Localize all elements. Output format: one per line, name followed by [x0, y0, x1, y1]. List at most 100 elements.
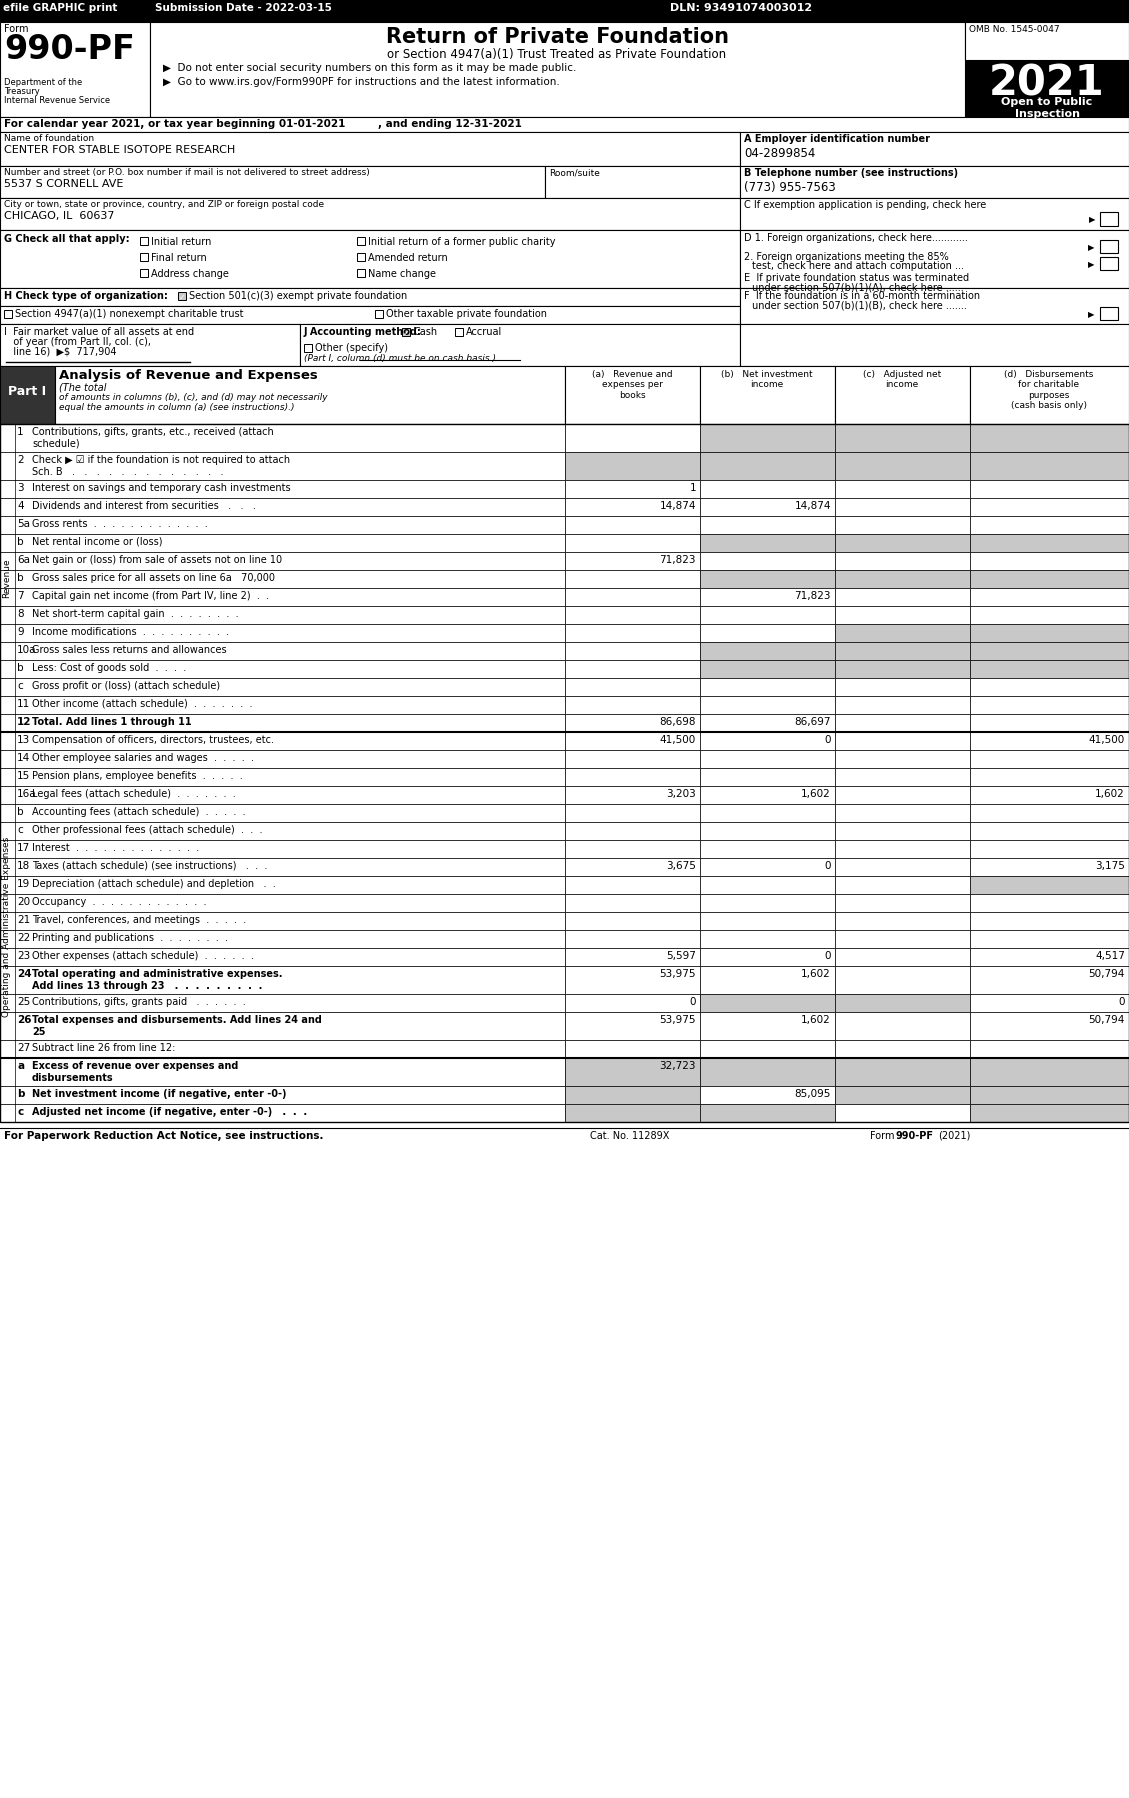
Bar: [0, 498, 564, 516]
Text: c: c: [17, 1108, 24, 1117]
Bar: [970, 660, 1129, 678]
Bar: [564, 552, 700, 570]
Bar: [835, 424, 970, 451]
Text: 9: 9: [17, 628, 24, 636]
Text: Operating and Administrative Expenses: Operating and Administrative Expenses: [2, 836, 11, 1018]
Bar: [564, 570, 700, 588]
Bar: [970, 930, 1129, 948]
Bar: [835, 912, 970, 930]
Bar: [835, 948, 970, 966]
Bar: [0, 624, 564, 642]
Bar: [564, 660, 700, 678]
Bar: [970, 451, 1129, 480]
Bar: [0, 966, 564, 994]
Bar: [700, 858, 835, 876]
Text: Section 4947(a)(1) nonexempt charitable trust: Section 4947(a)(1) nonexempt charitable …: [15, 309, 244, 318]
Bar: [0, 1086, 564, 1104]
Text: Treasury: Treasury: [5, 86, 40, 95]
Text: 71,823: 71,823: [795, 592, 831, 601]
Bar: [0, 696, 564, 714]
Bar: [0, 552, 564, 570]
Text: 14: 14: [17, 753, 30, 762]
Bar: [970, 570, 1129, 588]
Bar: [564, 1104, 700, 1122]
Bar: [970, 876, 1129, 894]
Bar: [970, 786, 1129, 804]
Text: 86,698: 86,698: [659, 717, 695, 726]
Bar: [564, 642, 700, 660]
Bar: [970, 588, 1129, 606]
Text: Adjusted net income (if negative, enter -0-)   .  .  .: Adjusted net income (if negative, enter …: [32, 1108, 307, 1117]
Text: Final return: Final return: [151, 254, 207, 263]
Bar: [835, 516, 970, 534]
Bar: [739, 230, 1129, 288]
Bar: [564, 624, 700, 642]
Bar: [970, 1086, 1129, 1104]
Bar: [835, 696, 970, 714]
Bar: [700, 678, 835, 696]
Text: Other income (attach schedule)  .  .  .  .  .  .  .: Other income (attach schedule) . . . . .…: [32, 699, 253, 708]
Text: b: b: [17, 538, 24, 547]
Bar: [564, 876, 700, 894]
Bar: [835, 930, 970, 948]
Text: 0: 0: [1119, 998, 1124, 1007]
Text: Section 501(c)(3) exempt private foundation: Section 501(c)(3) exempt private foundat…: [189, 291, 408, 300]
Text: 5537 S CORNELL AVE: 5537 S CORNELL AVE: [5, 180, 123, 189]
Bar: [835, 624, 970, 642]
Text: Less: Cost of goods sold  .  .  .  .: Less: Cost of goods sold . . . .: [32, 663, 186, 672]
Text: 41,500: 41,500: [659, 735, 695, 744]
Bar: [140, 237, 148, 245]
Text: 0: 0: [824, 735, 831, 744]
Bar: [0, 117, 1129, 131]
Bar: [0, 804, 564, 822]
Bar: [0, 424, 1129, 1122]
Bar: [564, 516, 700, 534]
Text: ▶: ▶: [1088, 243, 1094, 252]
Text: Analysis of Revenue and Expenses: Analysis of Revenue and Expenses: [59, 369, 317, 381]
Bar: [1100, 307, 1118, 320]
Bar: [700, 966, 835, 994]
Bar: [700, 912, 835, 930]
Text: J Accounting method:: J Accounting method:: [304, 327, 422, 336]
Bar: [564, 822, 700, 840]
Text: Net short-term capital gain  .  .  .  .  .  .  .  .: Net short-term capital gain . . . . . . …: [32, 610, 238, 619]
Text: 1,602: 1,602: [1095, 789, 1124, 798]
Text: Amended return: Amended return: [368, 254, 448, 263]
Text: (a)   Revenue and
expenses per
books: (a) Revenue and expenses per books: [592, 370, 672, 399]
Text: Gross profit or (loss) (attach schedule): Gross profit or (loss) (attach schedule): [32, 681, 220, 690]
Text: 53,975: 53,975: [659, 969, 695, 978]
Text: 2. Foreign organizations meeting the 85%: 2. Foreign organizations meeting the 85%: [744, 252, 948, 263]
Bar: [564, 894, 700, 912]
Text: 4: 4: [17, 502, 24, 511]
Bar: [0, 131, 739, 165]
Bar: [970, 1039, 1129, 1057]
Text: 0: 0: [824, 951, 831, 960]
Bar: [0, 288, 739, 306]
Bar: [564, 966, 700, 994]
Bar: [564, 930, 700, 948]
Bar: [970, 552, 1129, 570]
Bar: [700, 1057, 835, 1086]
Bar: [835, 1057, 970, 1086]
Bar: [564, 424, 700, 451]
Bar: [700, 1012, 835, 1039]
Text: (2021): (2021): [938, 1131, 970, 1142]
Bar: [700, 516, 835, 534]
Bar: [970, 498, 1129, 516]
Text: 4,517: 4,517: [1095, 951, 1124, 960]
Bar: [700, 624, 835, 642]
Text: 3,675: 3,675: [666, 861, 695, 870]
Bar: [700, 696, 835, 714]
Bar: [1100, 212, 1118, 227]
Bar: [300, 324, 739, 367]
Text: Income modifications  .  .  .  .  .  .  .  .  .  .: Income modifications . . . . . . . . . .: [32, 628, 229, 636]
Text: Internal Revenue Service: Internal Revenue Service: [5, 95, 111, 104]
Bar: [970, 696, 1129, 714]
Bar: [835, 1039, 970, 1057]
Bar: [564, 534, 700, 552]
Bar: [970, 714, 1129, 732]
Bar: [0, 732, 564, 750]
Bar: [545, 165, 739, 198]
Bar: [970, 966, 1129, 994]
Text: 53,975: 53,975: [659, 1016, 695, 1025]
